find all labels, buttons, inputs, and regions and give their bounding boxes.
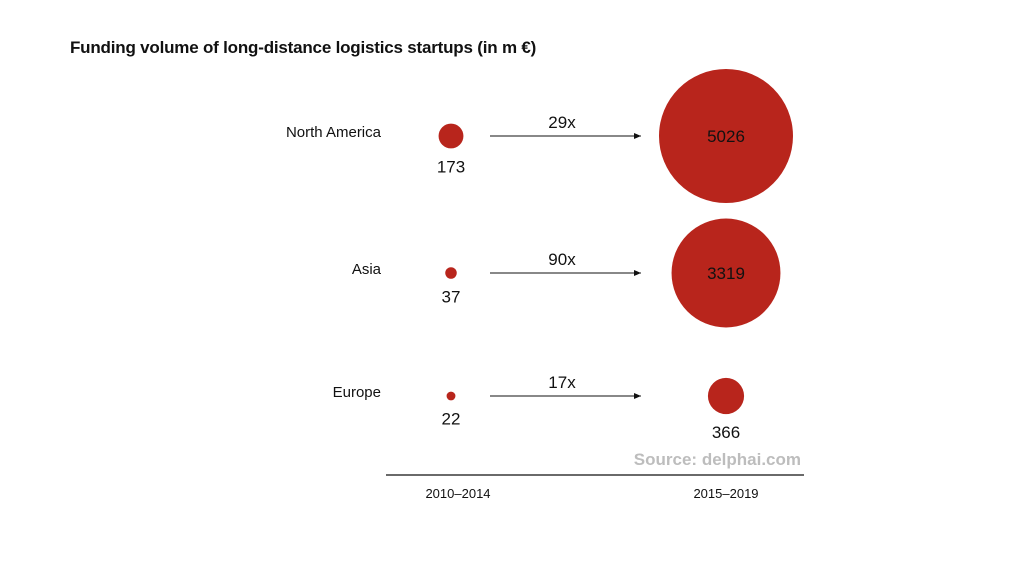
value-label-2010-2014-asia: 37 xyxy=(442,288,461,307)
region-label-north-america: North America xyxy=(286,124,382,141)
bubble-2015-2019-asia xyxy=(671,218,781,328)
multiplier-label-north-america: 29x xyxy=(548,113,576,132)
chart-rows: North America 173 29x 5026 Asia 37 90x 3319 Euro… xyxy=(286,69,793,442)
bubble-2010-2014-europe xyxy=(446,391,456,401)
multiplier-label-asia: 90x xyxy=(548,250,576,269)
value-label-2015-2019-asia: 3319 xyxy=(707,264,745,283)
chart-title: Funding volume of long-distance logistic… xyxy=(70,38,537,57)
multiplier-label-europe: 17x xyxy=(548,373,576,392)
source-label: Source: delphai.com xyxy=(634,450,801,469)
x-tick-label-0: 2010–2014 xyxy=(425,486,490,501)
bubble-2015-2019-north-america xyxy=(659,69,793,203)
value-label-2010-2014-north-america: 173 xyxy=(437,157,465,176)
bubble-2010-2014-north-america xyxy=(438,123,464,149)
value-label-2015-2019-north-america: 5026 xyxy=(707,127,745,146)
x-tick-label-1: 2015–2019 xyxy=(693,486,758,501)
value-label-2015-2019-europe: 366 xyxy=(712,423,740,442)
value-label-2010-2014-europe: 22 xyxy=(442,409,461,428)
region-label-europe: Europe xyxy=(333,384,381,401)
bubble-2015-2019-europe xyxy=(707,377,745,415)
region-label-asia: Asia xyxy=(352,261,382,278)
bubble-2010-2014-asia xyxy=(445,267,457,279)
